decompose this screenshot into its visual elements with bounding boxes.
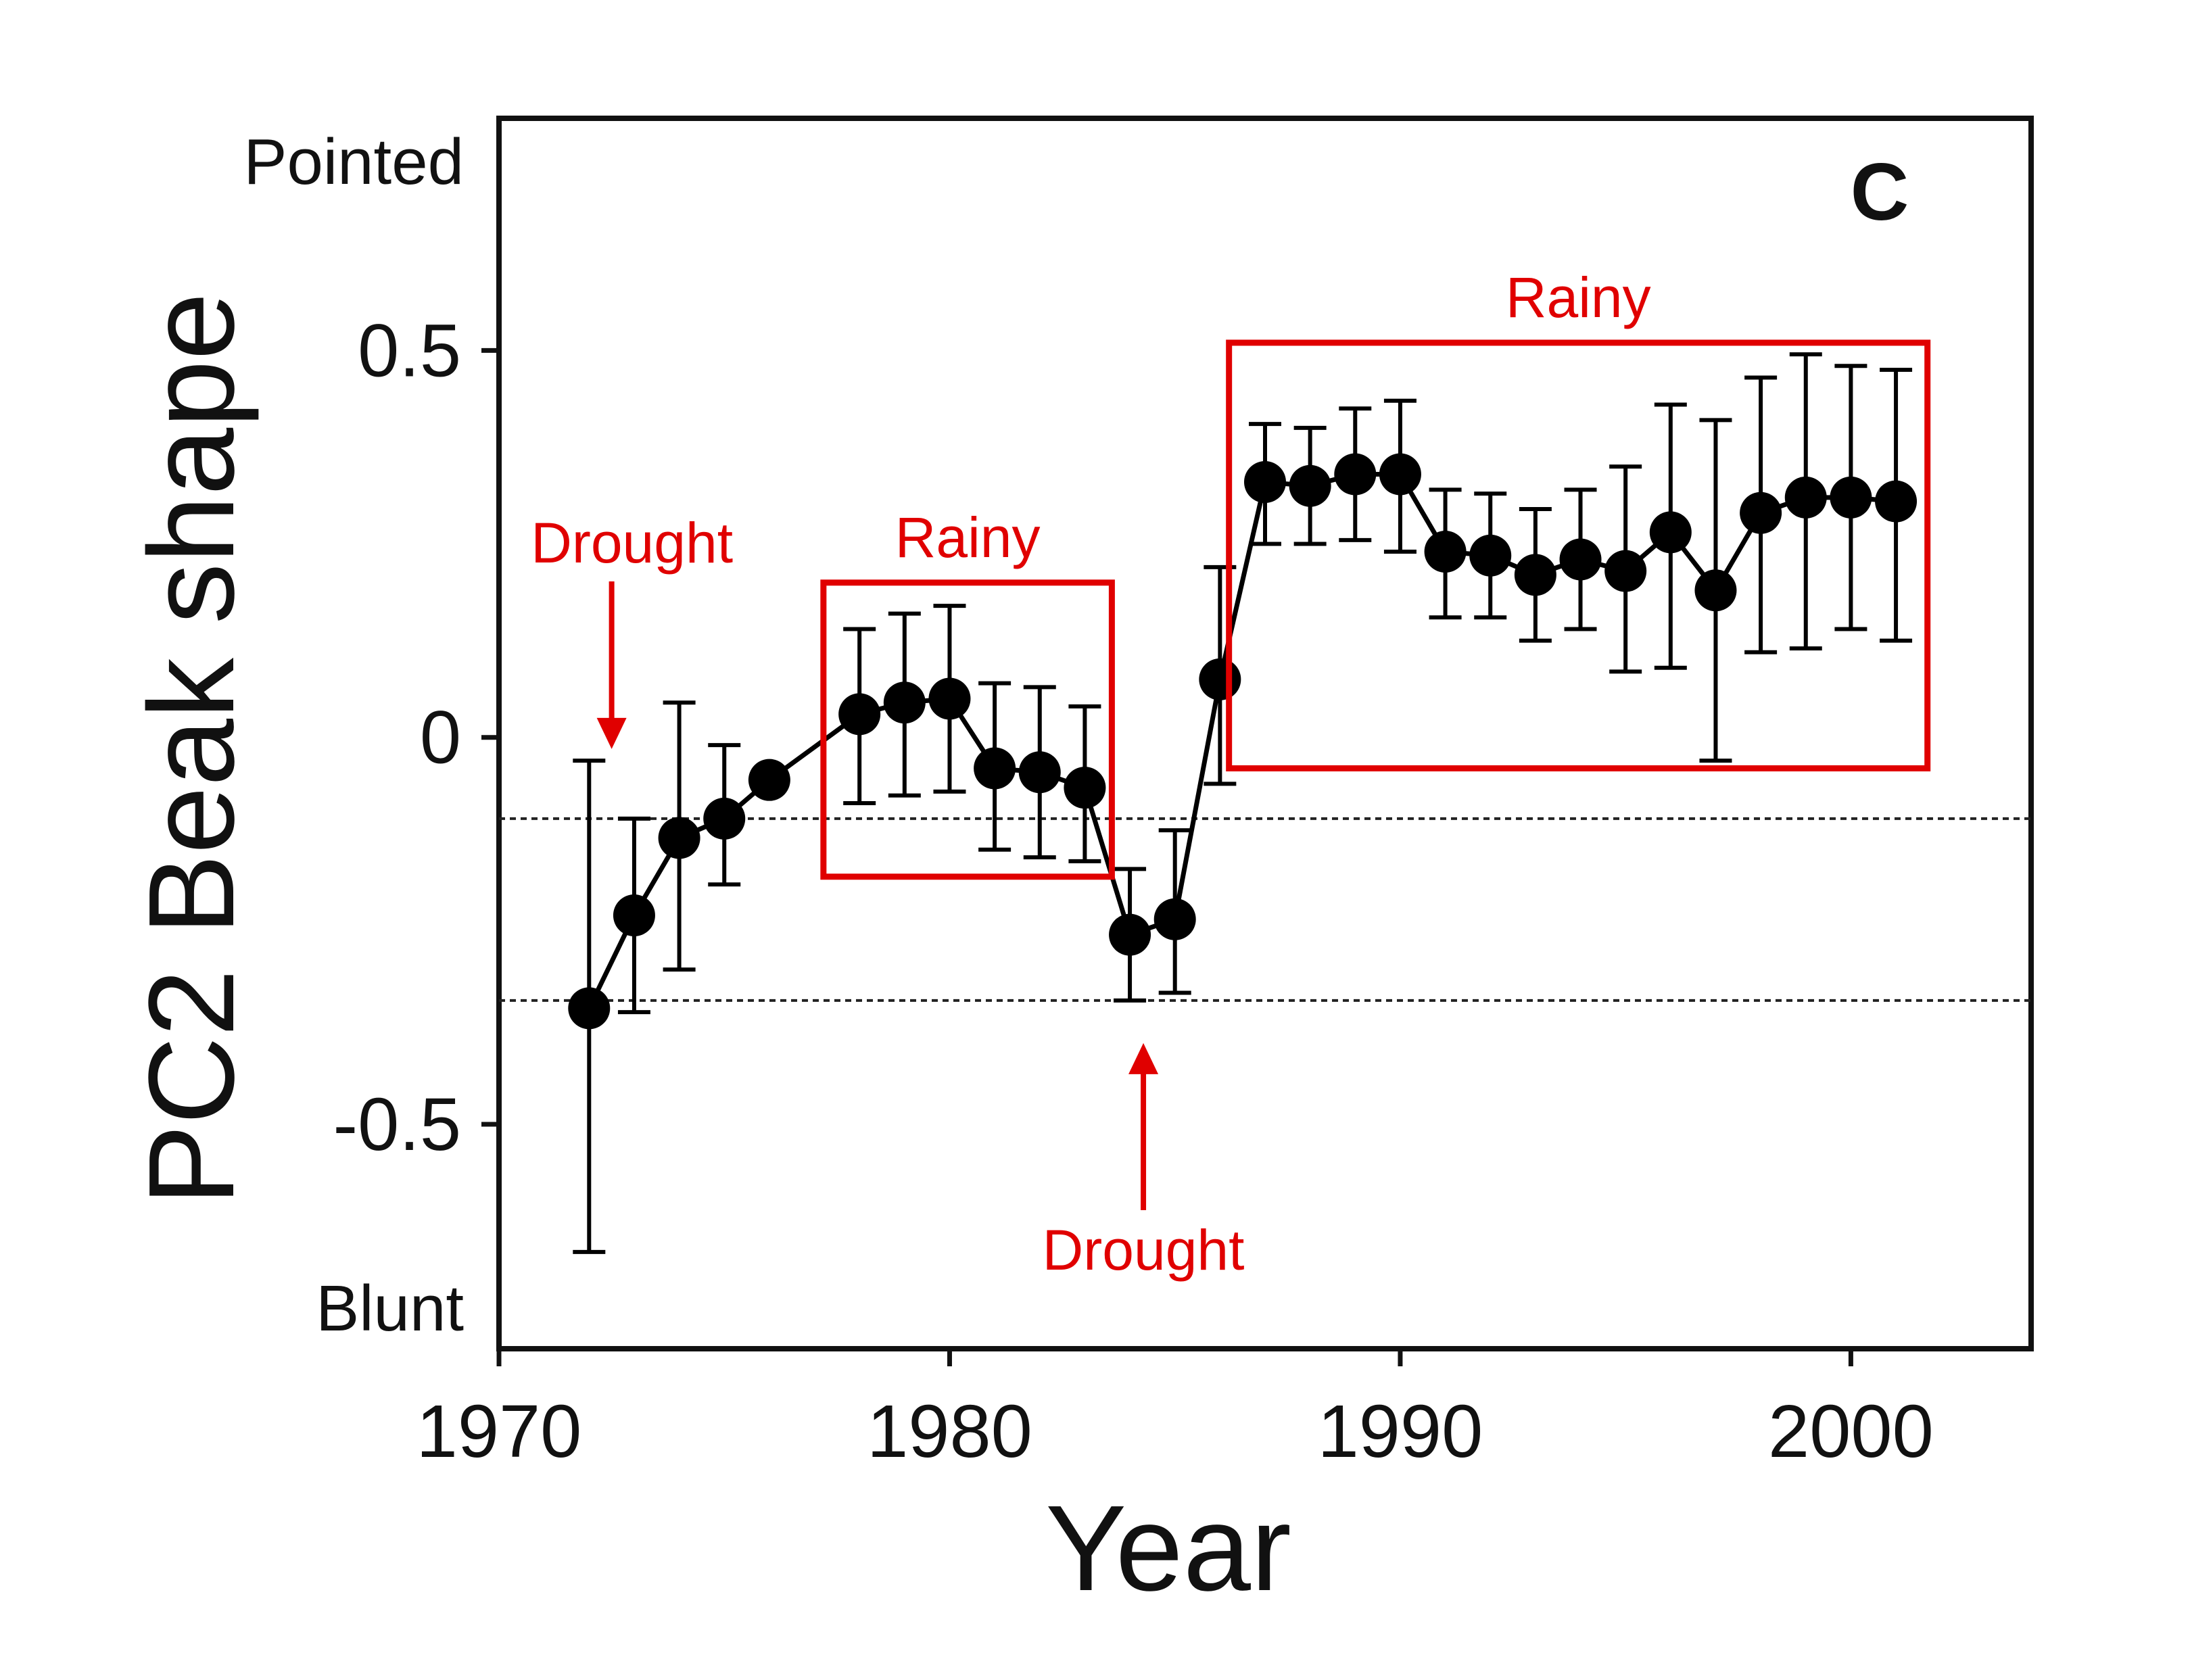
- drought-arrow-head: [596, 717, 627, 749]
- data-point: [1199, 658, 1241, 700]
- data-point: [1649, 511, 1692, 554]
- y-tick-label: -0.5: [333, 1083, 461, 1166]
- y-top-label: Pointed: [243, 126, 464, 198]
- plot-frame: [496, 116, 2034, 1351]
- x-tick-label: 1990: [1318, 1390, 1483, 1473]
- data-point: [1514, 554, 1556, 596]
- y-tick-label: 0.5: [358, 309, 461, 392]
- data-point: [1064, 767, 1106, 809]
- data-point: [1018, 751, 1061, 794]
- panel-label: C: [1851, 147, 1909, 237]
- error-bars: [573, 352, 1913, 1254]
- y-bottom-label: Blunt: [316, 1272, 464, 1345]
- x-tick-label: 1980: [867, 1390, 1032, 1473]
- data-point: [1153, 898, 1196, 940]
- y-tick-label: 0: [420, 696, 461, 779]
- x-tick-label: 1970: [416, 1390, 582, 1473]
- data-point: [928, 677, 971, 720]
- data-point: [1694, 569, 1737, 612]
- data-point: [1379, 453, 1421, 496]
- data-point: [1469, 534, 1512, 577]
- data-point: [1559, 538, 1602, 581]
- data-point: [1244, 460, 1286, 503]
- data-point: [1424, 531, 1467, 573]
- series-line: [587, 472, 1897, 1009]
- data-point: [1604, 550, 1647, 592]
- plot-border: [496, 116, 2034, 1351]
- rainy-label: Rainy: [1506, 266, 1651, 329]
- reference-lines: [499, 817, 2031, 1002]
- drought-label: Drought: [531, 511, 733, 575]
- x-tick-label: 2000: [1768, 1390, 1934, 1473]
- data-point: [1830, 476, 1872, 519]
- data-point: [1289, 464, 1331, 507]
- data-point: [974, 747, 1016, 790]
- drought-arrow-head: [1128, 1042, 1159, 1074]
- x-axis-ticks: 1970 1980 1990 2000: [416, 1349, 1934, 1473]
- annotations: Drought Rainy Drought Rainy: [531, 266, 1931, 1282]
- data-point: [1784, 476, 1827, 519]
- data-point: [1740, 491, 1782, 534]
- data-point: [703, 797, 746, 840]
- data-point: [883, 681, 926, 724]
- x-axis-title: Year: [1045, 1481, 1291, 1616]
- data-point: [568, 987, 611, 1030]
- rainy-box: [1226, 339, 1931, 772]
- drought-label: Drought: [1043, 1218, 1245, 1282]
- rainy-box: [820, 579, 1115, 880]
- data-points: [568, 453, 1918, 1030]
- data-point: [613, 894, 655, 936]
- y-axis-ticks: 0.5 0 -0.5: [333, 309, 499, 1166]
- data-point: [1875, 480, 1918, 523]
- rainy-label: Rainy: [895, 506, 1041, 569]
- data-point: [1334, 453, 1377, 496]
- y-axis-title: PC2 Beak shape: [124, 293, 260, 1206]
- data-point: [1109, 913, 1151, 956]
- data-point: [838, 693, 881, 736]
- data-point: [658, 817, 700, 859]
- data-point: [748, 759, 790, 801]
